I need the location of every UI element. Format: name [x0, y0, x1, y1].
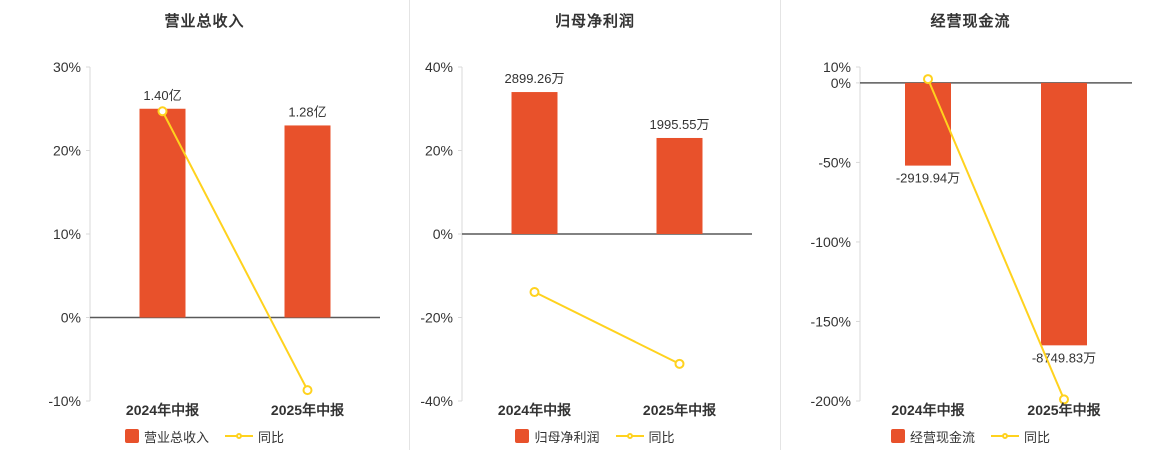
- legend-label: 同比: [648, 429, 675, 445]
- chart-title: 经营现金流: [930, 13, 1011, 30]
- chart-panel-net-profit: 归母净利润 40% 20% 0% -20% -40% 2899.26万 1995.55万 20…: [409, 0, 780, 450]
- legend-item-line-series[interactable]: 同比: [615, 427, 675, 446]
- bar-value-label: 1.28亿: [288, 104, 326, 119]
- bar: [905, 82, 951, 166]
- yoy-point-marker: [302, 385, 313, 396]
- y-tick-label: -20%: [420, 310, 453, 326]
- chart-canvas: 40% 20% 0% -20% -40% 2899.26万 1995.55万 2024年中报 2…: [420, 59, 752, 418]
- y-tick-label: 0%: [831, 75, 851, 91]
- chart-title: 归母净利润: [554, 13, 635, 30]
- bar: [511, 92, 558, 234]
- line-dot-icon: [236, 433, 242, 439]
- legend-label: 归母净利润: [534, 429, 600, 445]
- chart-legend: 经营现金流 同比: [781, 424, 1160, 448]
- bar-swatch-icon: [515, 429, 530, 443]
- chart-plot-area: 10% 0% -50% -100% -150% -200% -2919.94万 -8749.8…: [781, 32, 1160, 424]
- legend-label: 营业总收入: [143, 429, 209, 445]
- bar-swatch-icon: [890, 429, 905, 443]
- chart-legend: 归母净利润 同比: [410, 424, 780, 448]
- y-tick-label: -150%: [811, 313, 851, 329]
- legend-item-line-series[interactable]: 同比: [991, 427, 1050, 446]
- bar: [656, 137, 703, 234]
- chart-title: 营业总收入: [164, 13, 245, 30]
- y-tick-label: 20%: [53, 143, 81, 159]
- chart-canvas: 10%0% -50% -100% -150% -200% -2919.94万 -8749.8…: [811, 59, 1132, 418]
- chart-plot-area: 40% 20% 0% -20% -40% 2899.26万 1995.55万 2024年中报 2…: [410, 32, 780, 424]
- legend-item-line-series[interactable]: 同比: [225, 427, 284, 446]
- y-tick-label: -10%: [48, 393, 81, 409]
- yoy-point-marker: [923, 74, 933, 85]
- yoy-point-marker: [157, 106, 168, 117]
- y-tick-label: -100%: [811, 234, 851, 250]
- chart-legend: 营业总收入 同比: [0, 424, 409, 448]
- line-marker-icon: [991, 433, 1019, 439]
- yoy-line: [927, 78, 1065, 400]
- legend-item-bar-series[interactable]: 归母净利润: [515, 427, 600, 446]
- bar: [1041, 82, 1087, 346]
- legend-item-bar-series[interactable]: 营业总收入: [124, 427, 209, 446]
- x-category-label: 2025年中报: [1027, 402, 1100, 418]
- y-tick-label: 20%: [425, 143, 453, 159]
- y-tick-label: 0%: [61, 310, 81, 326]
- legend-item-bar-series[interactable]: 经营现金流: [890, 427, 975, 446]
- y-tick-label: -40%: [420, 393, 453, 409]
- line-marker-icon: [225, 433, 253, 439]
- x-category-label: 2025年中报: [271, 402, 344, 418]
- line-dot-icon: [1002, 433, 1008, 439]
- bar-value-label: 1.40亿: [143, 88, 181, 103]
- yoy-line: [534, 291, 680, 365]
- y-tick-label: 0%: [433, 226, 453, 242]
- chart-plot-area: 30% 20% 10% 0% -10% 1.40亿 1.28亿 2024年中报 2025年中报: [0, 32, 409, 424]
- bar: [284, 125, 331, 318]
- y-tick-label: 10%: [53, 226, 81, 242]
- yoy-point-marker: [1059, 394, 1069, 405]
- chart-canvas: 30% 20% 10% 0% -10% 1.40亿 1.28亿 2024年中报 2025年中报: [48, 59, 380, 418]
- y-tick-label: 40%: [425, 59, 453, 75]
- bar: [139, 108, 186, 318]
- y-tick-label: -50%: [818, 154, 851, 170]
- x-category-label: 2024年中报: [126, 402, 199, 418]
- legend-label: 同比: [1024, 429, 1051, 445]
- y-tick-label: 30%: [53, 59, 81, 75]
- yoy-line: [161, 110, 309, 391]
- line-marker-icon: [615, 433, 644, 439]
- bar-swatch-icon: [124, 429, 139, 443]
- bar-value-label: 2899.26万: [505, 71, 565, 86]
- x-category-label: 2024年中报: [891, 402, 964, 418]
- legend-label: 经营现金流: [909, 429, 975, 445]
- y-tick-label: 10%: [823, 59, 851, 75]
- line-dot-icon: [626, 433, 633, 439]
- bar-value-label: -8749.83万: [1032, 350, 1096, 365]
- bar-value-label: 1995.55万: [650, 117, 710, 132]
- y-tick-label: -200%: [811, 393, 851, 409]
- x-category-label: 2024年中报: [498, 402, 571, 418]
- yoy-point-marker: [674, 358, 685, 369]
- bar-value-label: -2919.94万: [896, 171, 960, 186]
- legend-label: 同比: [258, 429, 285, 445]
- chart-panel-revenue: 营业总收入 30% 20% 10% 0% -10% 1.40亿 1.28亿 2024年中报 20…: [0, 0, 409, 450]
- x-category-label: 2025年中报: [643, 402, 716, 418]
- yoy-point-marker: [529, 287, 540, 298]
- chart-panel-cash-flow: 经营现金流 10% 0% -50% -100% -150% -200% -2919.94万 -…: [780, 0, 1160, 450]
